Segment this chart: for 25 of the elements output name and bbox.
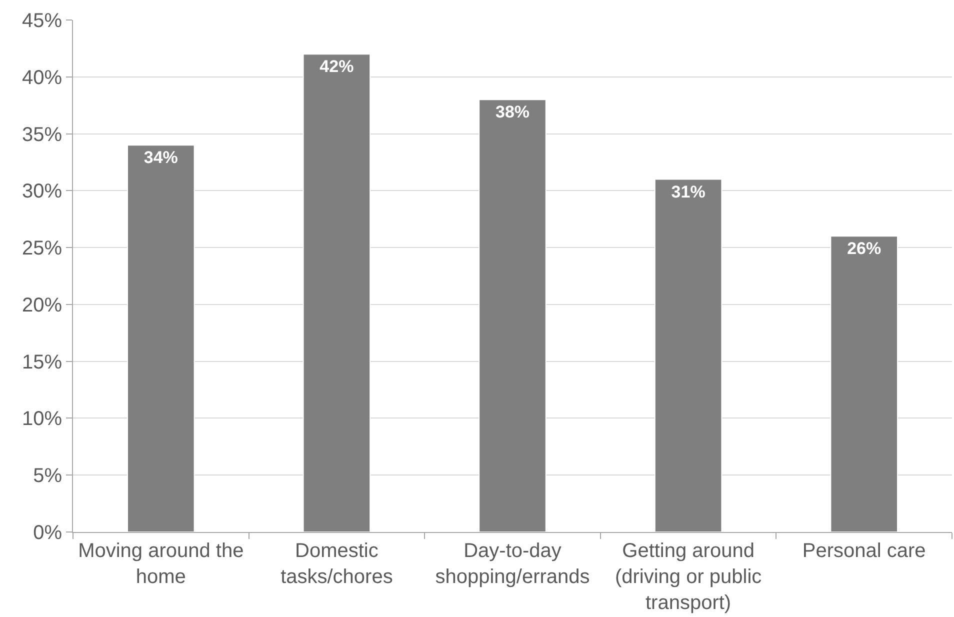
x-tick-label: Day-to-day shopping/errands bbox=[435, 540, 590, 588]
y-tick-label: 40% bbox=[22, 66, 62, 89]
data-label: 38% bbox=[495, 102, 530, 122]
y-tick-label: 5% bbox=[33, 465, 62, 488]
data-label: 26% bbox=[847, 239, 882, 258]
bar bbox=[127, 144, 195, 532]
bar bbox=[654, 178, 722, 532]
y-tick-label: 0% bbox=[33, 522, 62, 544]
y-tick-label: 10% bbox=[22, 408, 62, 430]
y-tick-label: 25% bbox=[22, 238, 62, 260]
y-tick-label: 30% bbox=[22, 180, 62, 203]
bar bbox=[478, 99, 546, 532]
y-tick-label: 20% bbox=[22, 294, 62, 316]
bar bbox=[302, 54, 371, 532]
data-label: 31% bbox=[671, 182, 706, 202]
x-tick-label: Domestic tasks/chores bbox=[280, 540, 393, 588]
data-label: 42% bbox=[320, 57, 354, 76]
x-tick-label: Moving around the home bbox=[78, 540, 244, 588]
y-tick-label: 45% bbox=[22, 10, 62, 32]
y-tick-label: 35% bbox=[22, 124, 62, 146]
x-tick-label: Getting around (driving or public transport) bbox=[614, 540, 762, 614]
y-tick-label: 15% bbox=[22, 351, 62, 374]
data-label: 34% bbox=[144, 148, 178, 168]
x-tick-label: Personal care bbox=[802, 540, 926, 562]
bar bbox=[830, 236, 898, 532]
